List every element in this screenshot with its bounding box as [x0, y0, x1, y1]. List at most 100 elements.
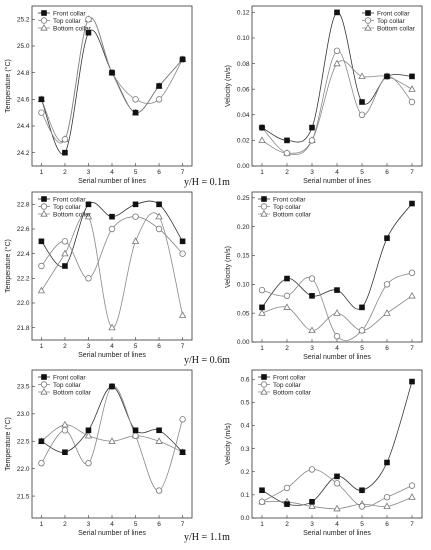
- data-point-square: [284, 275, 290, 282]
- data-point-circle: [132, 96, 139, 103]
- legend-label: Bottom collar: [53, 389, 92, 396]
- legend-marker-square: [41, 374, 47, 380]
- data-point-triangle: [258, 136, 266, 144]
- data-point-square: [384, 459, 390, 466]
- data-point-circle: [85, 459, 92, 467]
- data-point-circle: [85, 16, 92, 23]
- data-point-triangle: [84, 212, 93, 220]
- data-point-circle: [308, 137, 316, 144]
- x-tick-label: 1: [40, 343, 44, 350]
- caption-row-2: y/H = 0.6m: [184, 355, 230, 366]
- x-tick-label: 3: [310, 169, 314, 176]
- legend-label: Bottom collar: [273, 211, 312, 218]
- data-point-triangle: [333, 59, 341, 67]
- x-axis-label: Serial number of lines: [78, 352, 146, 359]
- x-tick-label: 5: [360, 521, 364, 528]
- y-tick-label: 0.00: [237, 339, 250, 346]
- y-tick-label: 24.8: [17, 70, 30, 77]
- y-axis-label: Velocity (m/s): [225, 246, 232, 288]
- data-point-square: [259, 304, 265, 311]
- x-tick-label: 3: [87, 521, 91, 528]
- data-point-square: [359, 487, 365, 494]
- y-tick-label: 0.08: [237, 61, 250, 68]
- data-point-triangle: [308, 326, 316, 334]
- data-point-triangle: [408, 85, 416, 92]
- data-point-square: [384, 73, 390, 80]
- legend-label: Bottom collar: [53, 25, 92, 32]
- legend-label: Top collar: [53, 382, 82, 389]
- chart-panel-3: 1 2 3 4 5 6 7 21.8 22.0 22.2 22.4 22.6 22.8 Serial nu…: [4, 191, 193, 359]
- y-tick-label: 24.4: [17, 123, 30, 130]
- x-tick-label: 1: [40, 521, 44, 528]
- chart-panel-2: 1 2 3 4 5 6 7 0.00 0.02 0.04 0.06 0.08 0.10 0.12 Seria…: [225, 5, 423, 185]
- x-tick-label: 4: [110, 343, 114, 350]
- data-point-circle: [258, 286, 266, 294]
- data-point-triangle: [178, 311, 187, 318]
- y-tick-label: 0.2: [240, 469, 249, 476]
- caption-row-1: y/H = 0.1m: [184, 177, 230, 188]
- data-point-triangle: [383, 502, 391, 510]
- x-tick-label: 6: [157, 521, 161, 528]
- x-tick-label: 7: [181, 169, 185, 176]
- y-tick-label: 0.12: [237, 10, 250, 17]
- x-tick-label: 2: [285, 345, 289, 352]
- x-tick-label: 1: [260, 521, 264, 528]
- data-point-circle: [61, 238, 69, 245]
- data-point-square: [132, 109, 139, 116]
- data-point-square: [259, 124, 265, 131]
- data-point-square: [309, 499, 315, 505]
- data-point-square: [259, 487, 265, 494]
- data-point-circle: [108, 225, 116, 233]
- y-tick-label: 22.6: [17, 226, 30, 233]
- y-tick-label: 22.5: [17, 438, 30, 445]
- data-point-circle: [358, 503, 366, 510]
- data-point-triangle: [155, 212, 163, 220]
- data-point-circle: [383, 281, 391, 288]
- x-tick-label: 5: [134, 521, 138, 528]
- data-point-triangle: [358, 72, 366, 79]
- data-point-triangle: [258, 309, 266, 316]
- x-axis-label: Serial number of lines: [303, 178, 371, 185]
- x-tick-label: 1: [260, 169, 264, 176]
- data-point-square: [62, 263, 68, 269]
- data-point-triangle: [108, 437, 116, 444]
- data-point-circle: [179, 250, 186, 257]
- data-point-circle: [308, 466, 316, 473]
- data-point-circle: [408, 98, 416, 106]
- legend-marker-triangle: [40, 387, 48, 395]
- x-tick-label: 4: [335, 345, 339, 352]
- data-point-square: [62, 149, 68, 156]
- data-point-triangle: [333, 309, 341, 316]
- x-tick-label: 5: [360, 169, 364, 176]
- x-tick-label: 7: [410, 521, 414, 528]
- data-point-triangle: [383, 309, 391, 316]
- y-tick-label: 0.15: [237, 253, 250, 260]
- legend-marker-circle: [260, 203, 268, 210]
- series-line-square: [41, 29, 183, 155]
- x-tick-label: 3: [310, 345, 314, 352]
- y-tick-label: 24.6: [17, 97, 30, 104]
- x-tick-label: 4: [110, 521, 114, 528]
- legend-marker-triangle: [40, 23, 48, 31]
- x-tick-label: 7: [410, 345, 414, 352]
- legend-label: Front collar: [273, 374, 306, 381]
- legend-marker-square: [261, 196, 267, 202]
- data-point-circle: [408, 482, 416, 489]
- legend-marker-square: [41, 10, 47, 16]
- chart-panel-5: 1 2 3 4 5 6 7 21.5 22.0 22.5 23.0 23.5 Serial number…: [4, 369, 193, 537]
- data-point-triangle: [308, 502, 316, 510]
- x-axis-label: Serial number of lines: [303, 354, 371, 361]
- y-tick-label: 0.6: [240, 376, 249, 383]
- data-point-square: [85, 427, 92, 434]
- x-tick-label: 3: [87, 169, 91, 176]
- data-point-circle: [179, 416, 186, 423]
- y-tick-label: 0.10: [237, 282, 250, 289]
- y-tick-label: 22.4: [17, 251, 30, 258]
- data-point-triangle: [61, 249, 69, 257]
- legend-label: Bottom collar: [377, 25, 416, 32]
- data-point-square: [334, 473, 340, 480]
- data-point-circle: [333, 47, 341, 54]
- caption-row-3: y/H = 1.1m: [184, 532, 230, 543]
- x-tick-label: 2: [285, 169, 289, 176]
- data-point-square: [156, 201, 162, 208]
